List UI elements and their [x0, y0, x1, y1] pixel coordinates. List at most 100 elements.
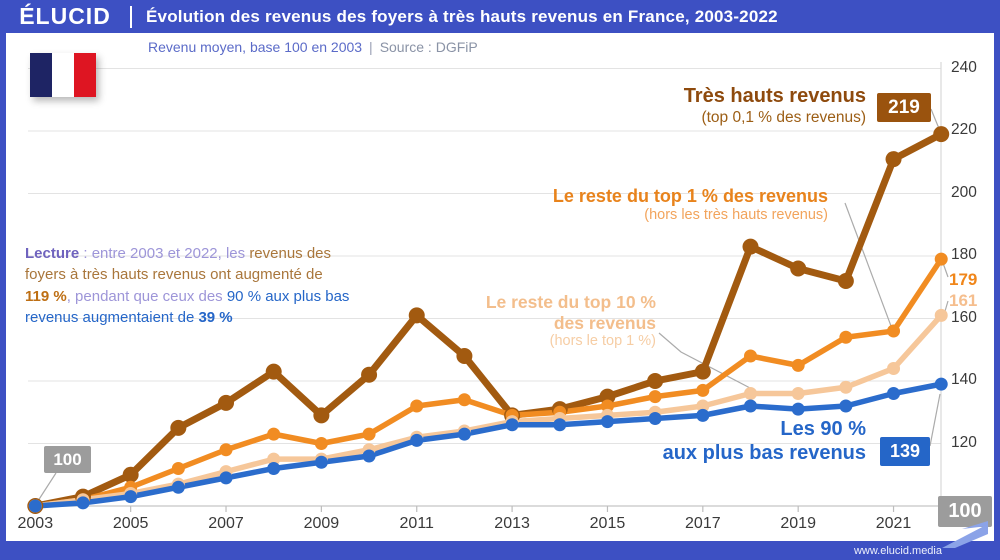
series-label-tres-hauts-revenus: Très hauts revenus (top 0,1 % des revenu… [684, 85, 866, 127]
data-point [599, 388, 616, 405]
brand-logo: ÉLUCID [19, 3, 111, 29]
data-point [933, 126, 950, 143]
data-point [696, 383, 710, 397]
data-point [887, 362, 901, 375]
series-label-reste-top-10: Le reste du top 10 % des revenus (hors l… [486, 292, 656, 350]
data-point [600, 399, 614, 413]
data-point [267, 452, 281, 466]
data-point [934, 252, 948, 266]
data-point [791, 358, 805, 372]
series-label-les-90: Les 90 % aux plus bas revenus [663, 418, 866, 465]
data-point [696, 399, 710, 413]
data-point [218, 394, 235, 411]
value-badge-139: 139 [880, 437, 930, 466]
footer-bar [0, 541, 1000, 560]
data-point [790, 260, 807, 277]
data-point [791, 402, 805, 416]
annotation-leader-line [942, 262, 949, 278]
left-border [0, 0, 6, 560]
flag-white-band [52, 53, 74, 97]
data-point [744, 349, 757, 363]
chart-subtitle: Revenu moyen, base 100 en 2003 | Source : … [148, 39, 478, 55]
france-flag-icon [30, 53, 96, 97]
data-point [457, 427, 471, 441]
data-point [885, 151, 902, 168]
data-point [124, 490, 138, 504]
data-point [600, 415, 614, 429]
data-point [219, 471, 233, 485]
data-point [313, 407, 330, 424]
annotation-leader-line [35, 472, 57, 505]
data-point [744, 387, 757, 400]
data-point [839, 399, 853, 413]
lecture-segment: revenus des foyers à très hauts revenus … [25, 245, 332, 284]
lecture-segment: : entre 2003 et 2022, les [79, 245, 250, 262]
data-point [265, 363, 282, 380]
data-point [648, 390, 662, 404]
series-label-text: des revenus [553, 312, 656, 333]
data-point [76, 496, 90, 510]
data-point [744, 399, 757, 413]
data-point [171, 462, 185, 475]
data-point [456, 348, 473, 364]
data-point [934, 377, 948, 391]
data-point [314, 455, 328, 469]
series-label-text: Les 90 % [780, 418, 866, 440]
data-point [219, 443, 233, 457]
data-point [457, 393, 471, 407]
series-label-subtext: (hors les très hauts revenus) [644, 207, 828, 224]
lecture-annotation: Lecture : entre 2003 et 2022, les revenu… [25, 243, 351, 328]
series-label-text: Très hauts revenus [683, 85, 866, 107]
website-url: www.elucid.media [853, 545, 942, 557]
data-point [694, 363, 711, 380]
series-line [31, 130, 945, 510]
annotation-leader-line [929, 393, 941, 447]
data-point [28, 499, 42, 513]
data-point [791, 387, 805, 400]
series-label-subtext: (hors le top 1 %) [549, 333, 656, 350]
data-point [648, 412, 662, 425]
subtitle-text: Revenu moyen, base 100 en 2003 [148, 39, 363, 55]
annotation-leader-line [844, 202, 892, 327]
right-border [994, 0, 1000, 560]
data-point [122, 466, 139, 483]
end-value-label-161: 161 [949, 291, 978, 310]
data-point [837, 273, 854, 289]
value-badge-100-axis: 100 [938, 496, 992, 527]
series-label-subtext: (top 0,1 % des revenus) [701, 108, 866, 126]
data-point [170, 419, 187, 436]
data-point [505, 418, 519, 432]
series-label-text: aux plus bas revenus [662, 441, 866, 464]
data-point [171, 480, 185, 494]
data-point [647, 373, 664, 389]
data-point [934, 308, 948, 322]
data-point [361, 366, 378, 383]
series-label-text: Le reste du top 10 % [485, 292, 656, 312]
data-point [410, 433, 424, 447]
header-divider [130, 5, 132, 28]
series-line [32, 256, 944, 509]
series-line [32, 312, 944, 509]
data-point [410, 399, 424, 413]
data-point [887, 387, 901, 400]
data-point [553, 418, 567, 432]
data-point [362, 427, 376, 441]
elucid-arrow-icon [942, 521, 988, 548]
data-point [314, 437, 328, 450]
data-point [408, 307, 425, 324]
data-point [267, 462, 281, 475]
data-point [362, 449, 376, 463]
series-label-text: Le reste du top 1 % des revenus [552, 186, 828, 206]
subtitle-separator: | [369, 39, 373, 55]
annotation-leader-line [658, 332, 753, 390]
lecture-segment: Lecture [25, 245, 80, 262]
data-point [839, 380, 853, 394]
value-badge-219: 219 [877, 93, 931, 122]
source-label: Source : DGFiP [379, 39, 478, 55]
flag-blue-band [30, 53, 52, 97]
lecture-segment: 39 % [198, 308, 233, 326]
lecture-segment: 119 % [25, 287, 67, 305]
end-value-label-179: 179 [949, 270, 978, 289]
